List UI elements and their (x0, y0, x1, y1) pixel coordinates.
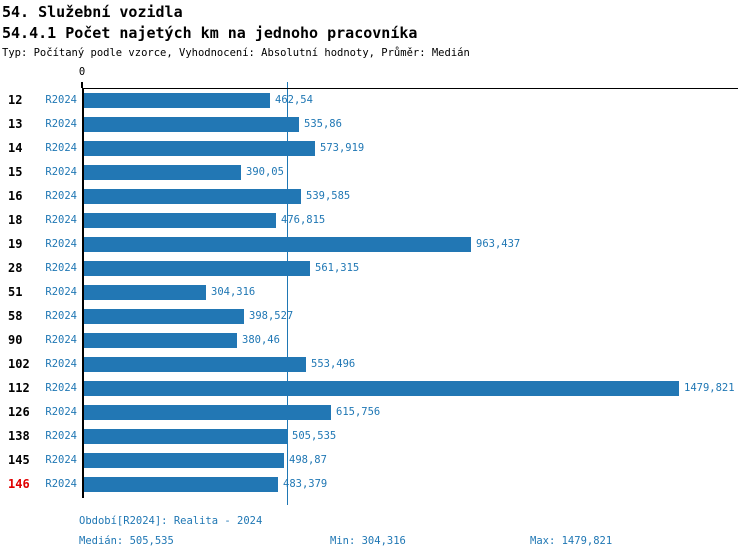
category-label: 145 (8, 453, 30, 467)
series-period-label: R2024 (45, 286, 77, 298)
bar (84, 141, 315, 156)
bar (84, 453, 284, 468)
series-period-label: R2024 (45, 142, 77, 154)
bar (84, 357, 306, 372)
bar (84, 405, 331, 420)
series-period-label: R2024 (45, 94, 77, 106)
median-line (287, 82, 288, 505)
category-label: 90 (8, 333, 23, 347)
category-label: 14 (8, 141, 23, 155)
value-label: 304,316 (211, 286, 256, 298)
bar (84, 165, 241, 180)
bar (84, 381, 679, 396)
report-title: 54. Služební vozidla (2, 3, 183, 21)
value-label: 561,315 (315, 262, 360, 274)
footer-median-stat: Medián: 505,535 (79, 535, 174, 547)
bar (84, 261, 310, 276)
bar (84, 477, 278, 492)
category-label: 12 (8, 93, 23, 107)
value-label: 505,535 (292, 430, 337, 442)
value-label: 539,585 (306, 190, 351, 202)
bar (84, 285, 206, 300)
series-period-label: R2024 (45, 454, 77, 466)
x-axis-spine (82, 88, 738, 89)
bar (84, 93, 270, 108)
category-label: 16 (8, 189, 23, 203)
value-label: 963,437 (476, 238, 521, 250)
bar (84, 333, 237, 348)
value-label: 483,379 (283, 478, 328, 490)
value-label: 553,496 (311, 358, 356, 370)
series-period-label: R2024 (45, 190, 77, 202)
series-period-label: R2024 (45, 430, 77, 442)
series-period-label: R2024 (45, 406, 77, 418)
category-label: 28 (8, 261, 23, 275)
value-label: 390,05 (246, 166, 284, 178)
category-label: 51 (8, 285, 23, 299)
series-period-label: R2024 (45, 214, 77, 226)
category-label: 138 (8, 429, 30, 443)
series-period-label: R2024 (45, 238, 77, 250)
value-label: 535,86 (304, 118, 342, 130)
category-label: 126 (8, 405, 30, 419)
footer-min-stat: Min: 304,316 (330, 535, 406, 547)
bar (84, 117, 299, 132)
category-label: 18 (8, 213, 23, 227)
category-label: 15 (8, 165, 23, 179)
bar (84, 237, 471, 252)
bar (84, 309, 244, 324)
value-label: 1479,821 (684, 382, 735, 394)
category-label: 13 (8, 117, 23, 131)
category-label: 102 (8, 357, 30, 371)
footer-period-label: Období[R2024]: Realita - 2024 (79, 515, 263, 527)
value-label: 462,54 (275, 94, 313, 106)
value-label: 476,815 (281, 214, 326, 226)
chart-subtitle: Typ: Počítaný podle vzorce, Vyhodnocení:… (2, 47, 470, 59)
x-axis-zero-tick (81, 82, 83, 88)
series-period-label: R2024 (45, 478, 77, 490)
bar (84, 429, 287, 444)
value-label: 398,527 (249, 310, 294, 322)
category-label: 19 (8, 237, 23, 251)
series-period-label: R2024 (45, 262, 77, 274)
y-axis-spine (82, 88, 84, 498)
series-period-label: R2024 (45, 382, 77, 394)
value-label: 573,919 (320, 142, 365, 154)
series-period-label: R2024 (45, 334, 77, 346)
category-label: 58 (8, 309, 23, 323)
category-label: 112 (8, 381, 30, 395)
series-period-label: R2024 (45, 310, 77, 322)
bar (84, 213, 276, 228)
chart-title: 54.4.1 Počet najetých km na jednoho prac… (2, 24, 418, 42)
x-axis-zero-label: 0 (78, 66, 86, 78)
value-label: 615,756 (336, 406, 381, 418)
category-label: 146 (8, 477, 30, 491)
value-label: 380,46 (242, 334, 280, 346)
footer-max-stat: Max: 1479,821 (530, 535, 613, 547)
bar (84, 189, 301, 204)
value-label: 498,87 (289, 454, 327, 466)
series-period-label: R2024 (45, 358, 77, 370)
series-period-label: R2024 (45, 118, 77, 130)
series-period-label: R2024 (45, 166, 77, 178)
